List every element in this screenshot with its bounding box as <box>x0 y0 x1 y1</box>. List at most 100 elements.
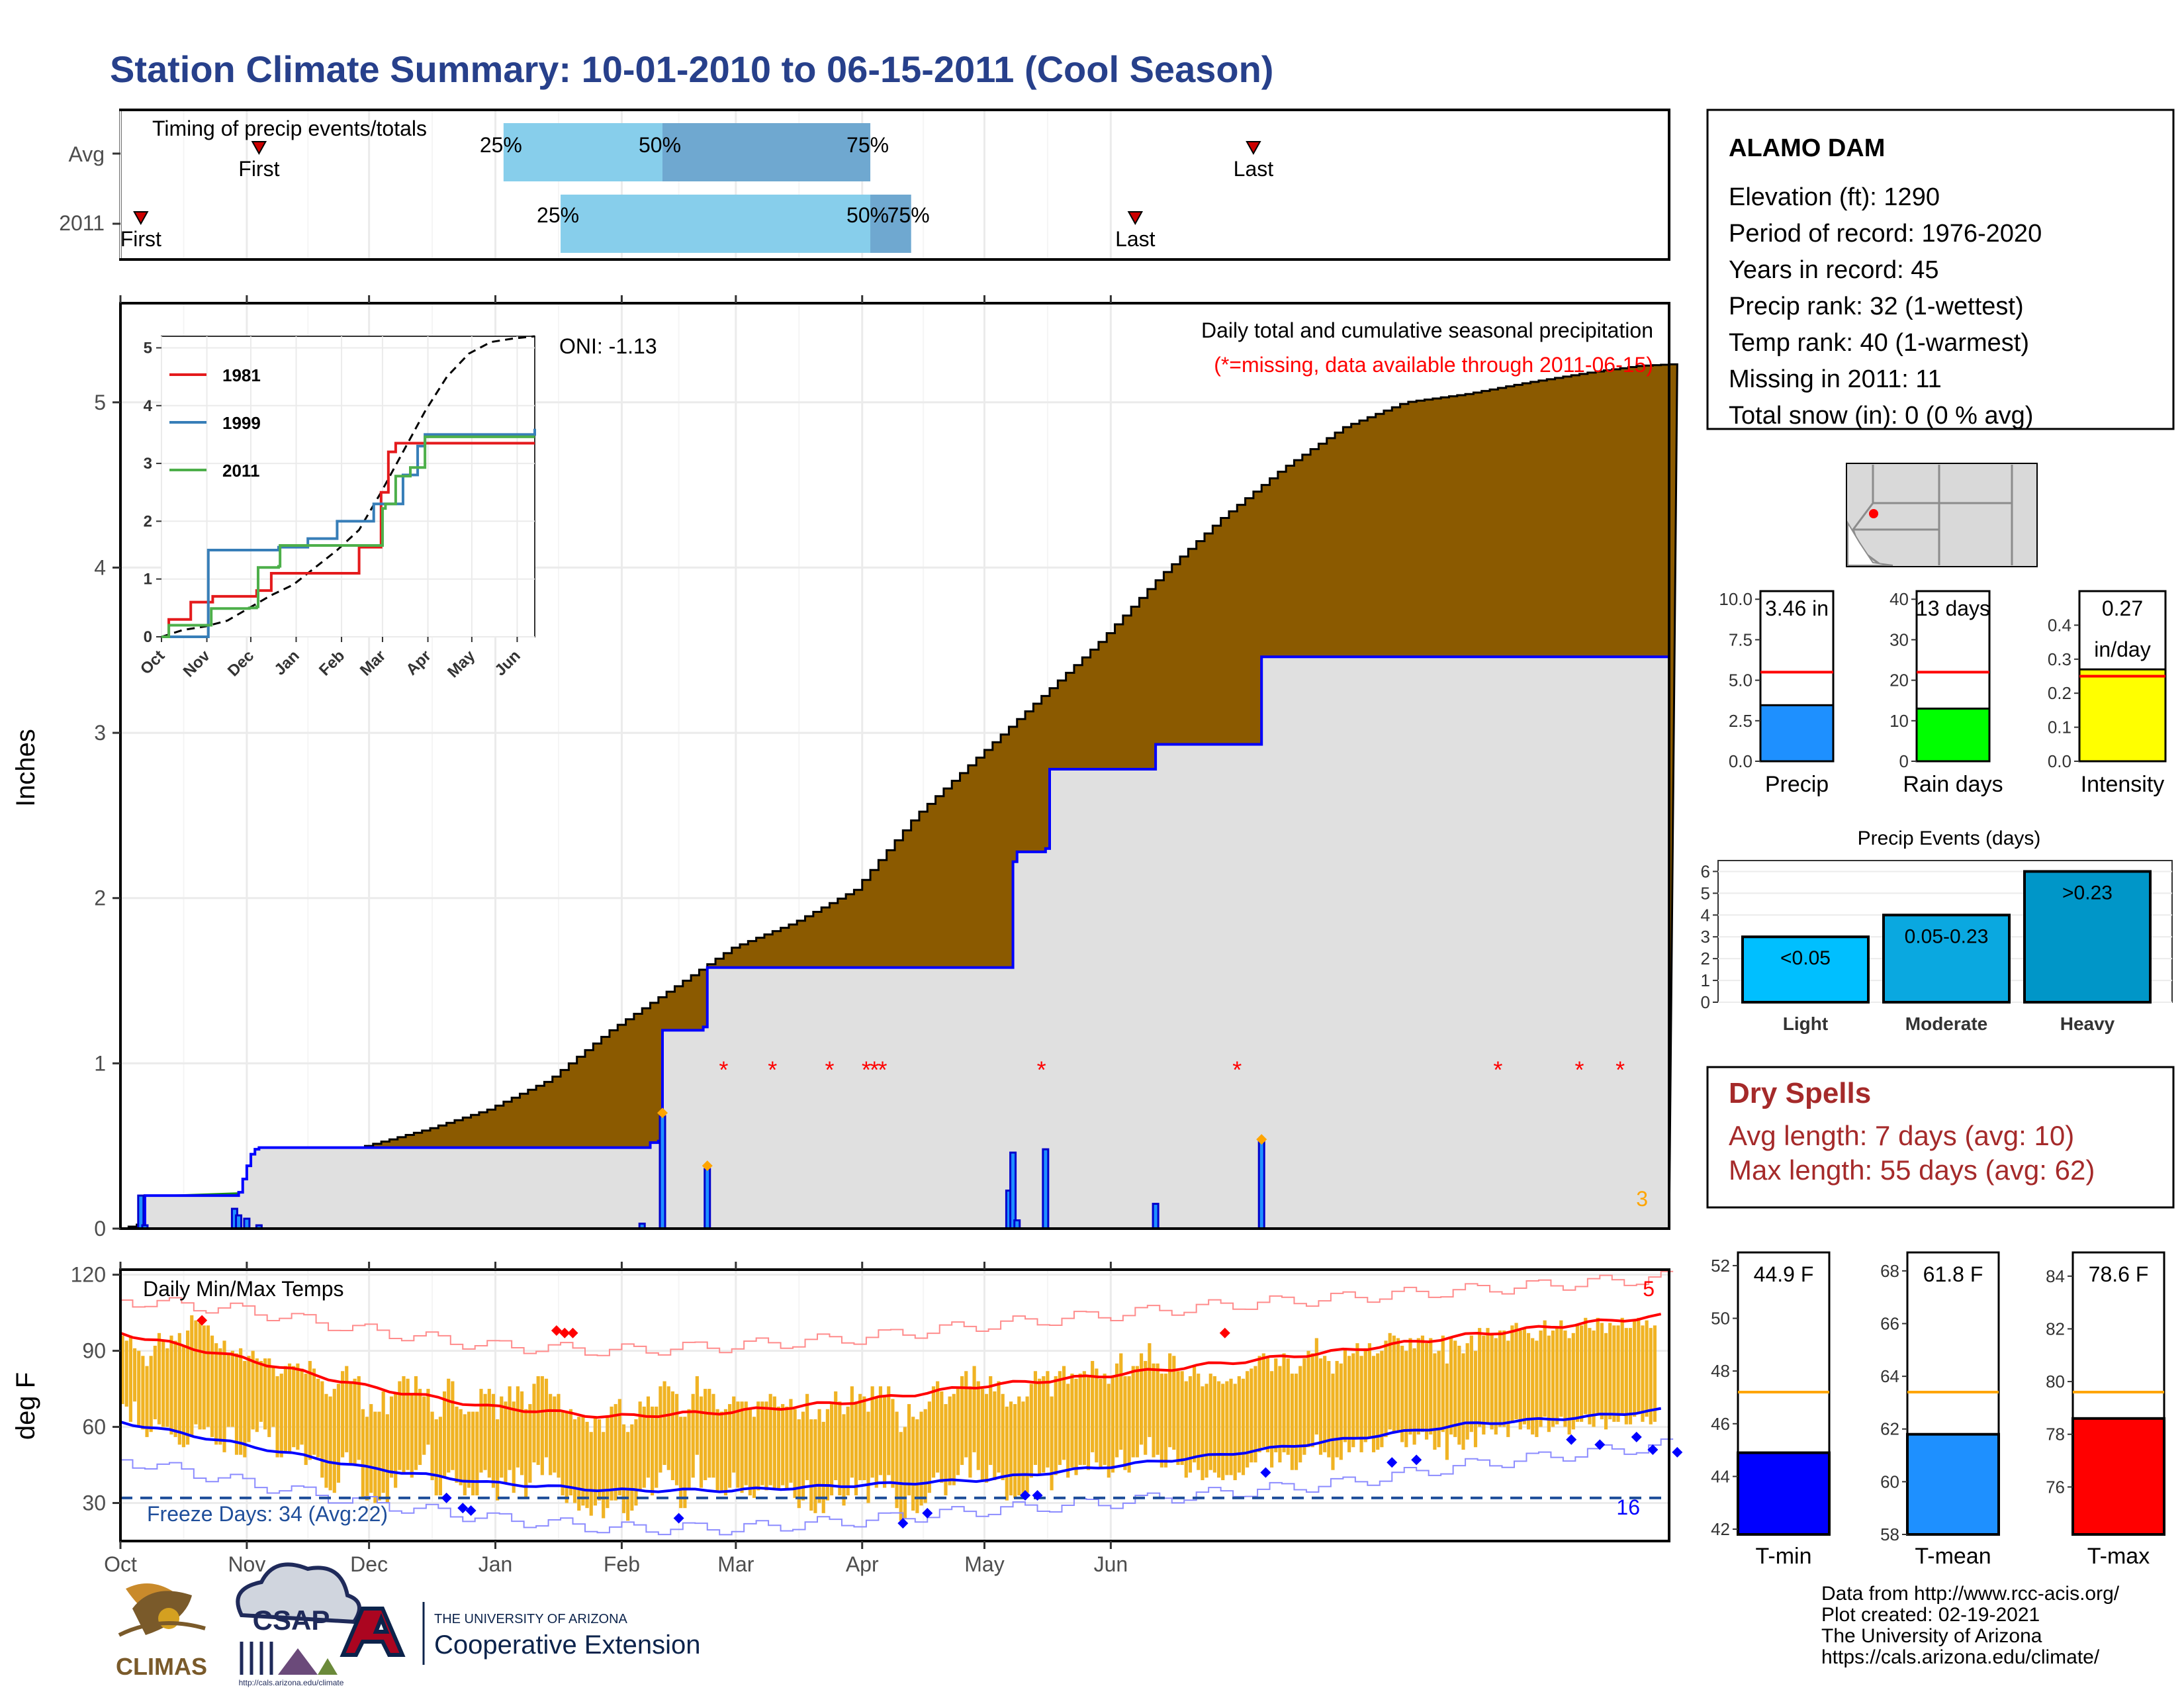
daily-temp-bar <box>895 1411 899 1509</box>
daily-precip-bar <box>243 1217 251 1230</box>
daily-temp-bar <box>1050 1396 1054 1491</box>
x-tick-label: Feb <box>604 1552 640 1576</box>
events-ytick-label: 0 <box>1701 992 1710 1012</box>
daily-temp-bar <box>124 1340 128 1407</box>
daily-temp-bar <box>1429 1338 1433 1435</box>
timing-row-avg-label: Avg <box>68 142 105 166</box>
daily-temp-bar <box>776 1406 781 1491</box>
missing-day-marker: * <box>1615 1056 1625 1083</box>
daily-temp-bar <box>544 1378 549 1458</box>
daily-temp-bar <box>283 1366 287 1452</box>
normal-max-line <box>120 1313 1662 1419</box>
precip-title: Daily total and cumulative seasonal prec… <box>1201 318 1653 342</box>
daily-temp-bar <box>186 1330 190 1445</box>
daily-temp-bar <box>585 1421 589 1509</box>
daily-temp-bar <box>764 1401 768 1491</box>
daily-temp-bar <box>809 1419 813 1511</box>
temp-summary-ytick-label: 66 <box>1880 1313 1899 1333</box>
events-bar <box>1741 935 1870 1004</box>
summary-bar-label: Intensity <box>2081 772 2165 797</box>
daily-temp-bar <box>642 1406 646 1488</box>
daily-temp-bar <box>328 1396 332 1491</box>
daily-temp-bar <box>1425 1343 1429 1440</box>
summary-bar-label: Rain days <box>1903 772 2003 797</box>
daily-temp-bar <box>968 1386 972 1478</box>
daily-temp-bar <box>736 1401 740 1488</box>
daily-temp-bar <box>617 1399 621 1496</box>
summary-ytick-label: 20 <box>1889 671 1909 690</box>
daily-temp-bar <box>500 1396 504 1478</box>
daily-temp-bar <box>858 1393 862 1481</box>
daily-temp-bar <box>1551 1330 1555 1427</box>
daily-temp-bar <box>1433 1353 1437 1450</box>
daily-temp-bar <box>1103 1374 1107 1466</box>
temp-ylabel: deg F <box>11 1372 40 1440</box>
station-info-line: Years in record: 45 <box>1729 256 1939 284</box>
timing-p50-label: 50% <box>846 203 889 227</box>
daily-temp-bar <box>805 1393 809 1481</box>
climas-logo: CLIMAS <box>116 1583 207 1680</box>
daily-temp-bar <box>1531 1338 1535 1435</box>
events-ytick-label: 5 <box>1701 883 1710 903</box>
daily-temp-bar <box>1131 1366 1135 1458</box>
summary-ytick-label: 7.5 <box>1729 630 1752 649</box>
daily-temp-bar <box>980 1389 984 1481</box>
timing-bar-25-50 <box>503 123 662 181</box>
daily-temp-bar <box>247 1356 251 1442</box>
daily-temp-bar <box>651 1406 655 1496</box>
daily-temp-bar <box>1184 1381 1188 1478</box>
daily-temp-bar <box>1612 1325 1616 1422</box>
daily-temp-bar <box>789 1399 793 1483</box>
record-low-marker <box>1032 1490 1043 1501</box>
daily-temp-bar <box>1351 1353 1355 1448</box>
csap-url: http://cals.arizona.edu/climate <box>239 1678 344 1687</box>
daily-temp-bar <box>772 1396 776 1488</box>
daily-temp-bar <box>573 1419 577 1503</box>
daily-temp-bar <box>781 1404 785 1485</box>
daily-temp-bar <box>931 1386 936 1478</box>
daily-temp-bar <box>561 1411 565 1496</box>
daily-temp-bar <box>1522 1328 1526 1425</box>
credit-line: Plot created: 02-19-2021 <box>1821 1604 2040 1626</box>
events-ytick-label: 2 <box>1701 949 1710 968</box>
daily-temp-bar <box>528 1404 532 1483</box>
record-high-marker <box>197 1315 208 1326</box>
daily-temp-bar <box>915 1419 919 1513</box>
daily-temp-bar <box>662 1381 666 1466</box>
climas-text: CLIMAS <box>116 1653 207 1680</box>
missing-day-marker: * <box>870 1056 879 1083</box>
inset-legend-label: 1999 <box>222 413 261 433</box>
daily-temp-bar <box>259 1360 263 1422</box>
daily-temp-bar <box>1066 1383 1070 1478</box>
record-low-marker <box>1672 1446 1683 1458</box>
summary-ytick-label: 2.5 <box>1729 711 1752 731</box>
events-bar-label: 0.05-0.23 <box>1905 925 1989 947</box>
daily-temp-bar <box>728 1404 732 1488</box>
daily-temp-bar <box>1074 1378 1078 1476</box>
daily-temp-bar <box>377 1411 381 1501</box>
daily-temp-bar <box>1135 1366 1139 1458</box>
daily-temp-bar <box>1620 1317 1624 1415</box>
inset-series-line <box>161 435 535 638</box>
daily-temp-bar <box>361 1409 365 1498</box>
daily-temp-bar <box>1547 1335 1551 1432</box>
temp-summary-label: T-max <box>2087 1544 2150 1569</box>
daily-temp-bar <box>842 1414 846 1506</box>
daily-record-marker <box>657 1107 668 1119</box>
daily-temp-bar <box>300 1368 304 1445</box>
dry-spells-max: Max length: 55 days (avg: 62) <box>1729 1154 2095 1186</box>
daily-temp-bar <box>190 1315 194 1437</box>
daily-precip-bar <box>1257 1140 1265 1230</box>
temp-ytick-label: 120 <box>71 1263 106 1287</box>
precip-ytick-label: 5 <box>94 391 106 414</box>
record-low-marker <box>465 1505 477 1517</box>
daily-temp-bar <box>353 1378 357 1466</box>
daily-temp-bar <box>785 1406 789 1491</box>
daily-precip-bar <box>1152 1203 1160 1230</box>
daily-temp-bar <box>621 1424 626 1513</box>
csap-text: CSAP <box>253 1605 330 1636</box>
daily-temp-bar <box>1144 1360 1148 1455</box>
record-low-marker <box>1260 1467 1271 1478</box>
daily-temp-bar <box>936 1381 940 1473</box>
